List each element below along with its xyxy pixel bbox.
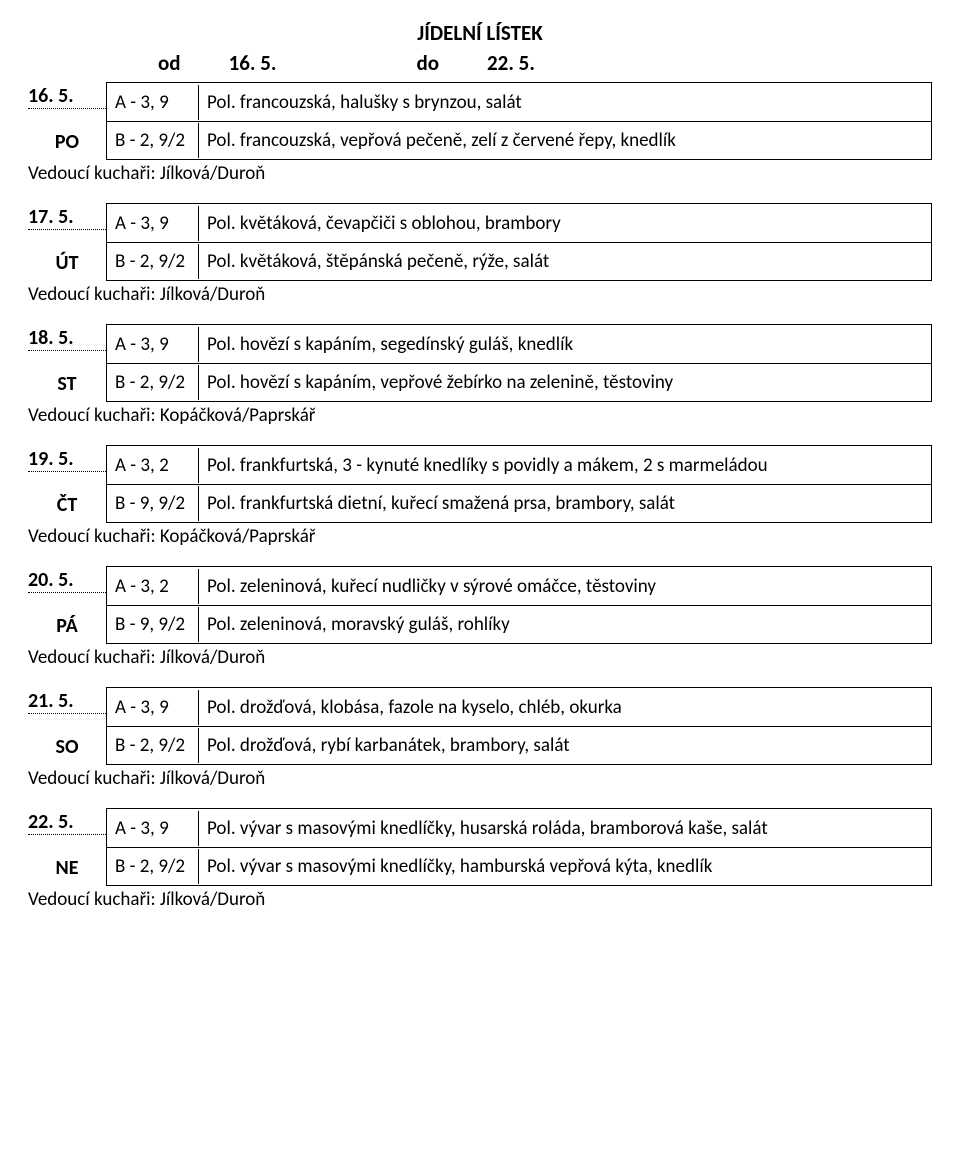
meal-text-a: Pol. hovězí s kapáním, segedínský guláš,… [199, 327, 931, 362]
page-title: JÍDELNÍ LÍSTEK [28, 20, 932, 46]
meal-code-b: B - 9, 9/2 [107, 486, 199, 521]
do-value: 22. 5. [487, 50, 535, 76]
meal-row-a: A - 3, 2 Pol. zeleninová, kuřecí nudličk… [107, 567, 931, 605]
meal-code-b: B - 2, 9/2 [107, 365, 199, 400]
meal-code-a: A - 3, 9 [107, 811, 199, 846]
meal-code-a: A - 3, 9 [107, 327, 199, 362]
meal-code-b: B - 2, 9/2 [107, 123, 199, 158]
day-abbr: NE [28, 856, 106, 880]
day-abbr: ÚT [28, 251, 106, 275]
meal-text-a: Pol. drožďová, klobása, fazole na kyselo… [199, 690, 931, 725]
meal-text-b: Pol. francouzská, vepřová pečeně, zelí z… [199, 123, 931, 158]
meal-row-a: A - 3, 2 Pol. frankfurtská, 3 - kynuté k… [107, 446, 931, 484]
meal-row-b: B - 2, 9/2 Pol. drožďová, rybí karbanáte… [107, 726, 931, 764]
chef-line: Vedoucí kuchaři: Jílková/Duroň [28, 646, 932, 669]
day-date: 21. 5. [28, 689, 106, 714]
day-left: 22. 5. NE [28, 808, 106, 886]
meal-text-b: Pol. hovězí s kapáním, vepřové žebírko n… [199, 365, 931, 400]
meal-text-b: Pol. drožďová, rybí karbanátek, brambory… [199, 728, 931, 763]
meals-box: A - 3, 9 Pol. květáková, čevapčiči s obl… [106, 203, 932, 281]
do-label: do [416, 50, 439, 76]
meal-text-b: Pol. frankfurtská dietní, kuřecí smažená… [199, 486, 931, 521]
day-left: 19. 5. ČT [28, 445, 106, 523]
day-abbr: PÁ [28, 614, 106, 638]
meal-row-b: B - 2, 9/2 Pol. hovězí s kapáním, vepřov… [107, 363, 931, 401]
meal-row-a: A - 3, 9 Pol. francouzská, halušky s bry… [107, 83, 931, 121]
chef-line: Vedoucí kuchaři: Jílková/Duroň [28, 162, 932, 185]
date-range: od 16. 5. do 22. 5. [28, 50, 932, 76]
meals-box: A - 3, 2 Pol. frankfurtská, 3 - kynuté k… [106, 445, 932, 523]
meal-code-b: B - 2, 9/2 [107, 728, 199, 763]
day-block: 21. 5. SO A - 3, 9 Pol. drožďová, klobás… [28, 687, 932, 765]
meal-text-a: Pol. francouzská, halušky s brynzou, sal… [199, 85, 931, 120]
od-value: 16. 5. [229, 50, 277, 76]
day-abbr: PO [28, 130, 106, 154]
meal-row-a: A - 3, 9 Pol. drožďová, klobása, fazole … [107, 688, 931, 726]
day-left: 18. 5. ST [28, 324, 106, 402]
meals-box: A - 3, 9 Pol. drožďová, klobása, fazole … [106, 687, 932, 765]
meal-row-b: B - 9, 9/2 Pol. frankfurtská dietní, kuř… [107, 484, 931, 522]
meal-text-a: Pol. vývar s masovými knedlíčky, husarsk… [199, 811, 931, 846]
day-left: 16. 5. PO [28, 82, 106, 160]
chef-line: Vedoucí kuchaři: Kopáčková/Paprskář [28, 525, 932, 548]
day-block: 17. 5. ÚT A - 3, 9 Pol. květáková, čevap… [28, 203, 932, 281]
meal-code-a: A - 3, 9 [107, 206, 199, 241]
meal-text-a: Pol. zeleninová, kuřecí nudličky v sýrov… [199, 569, 931, 604]
meal-text-a: Pol. frankfurtská, 3 - kynuté knedlíky s… [199, 448, 931, 483]
chef-line: Vedoucí kuchaři: Jílková/Duroň [28, 888, 932, 911]
day-block: 22. 5. NE A - 3, 9 Pol. vývar s masovými… [28, 808, 932, 886]
day-date: 16. 5. [28, 84, 106, 109]
meal-code-b: B - 2, 9/2 [107, 849, 199, 884]
meal-code-b: B - 2, 9/2 [107, 244, 199, 279]
meal-text-a: Pol. květáková, čevapčiči s oblohou, bra… [199, 206, 931, 241]
meal-row-b: B - 9, 9/2 Pol. zeleninová, moravský gul… [107, 605, 931, 643]
meals-box: A - 3, 9 Pol. francouzská, halušky s bry… [106, 82, 932, 160]
od-label: od [158, 50, 181, 76]
day-block: 18. 5. ST A - 3, 9 Pol. hovězí s kapáním… [28, 324, 932, 402]
day-block: 16. 5. PO A - 3, 9 Pol. francouzská, hal… [28, 82, 932, 160]
meal-row-b: B - 2, 9/2 Pol. květáková, štěpánská peč… [107, 242, 931, 280]
meals-box: A - 3, 2 Pol. zeleninová, kuřecí nudličk… [106, 566, 932, 644]
meal-code-a: A - 3, 9 [107, 85, 199, 120]
day-left: 21. 5. SO [28, 687, 106, 765]
meal-text-b: Pol. zeleninová, moravský guláš, rohlíky [199, 607, 931, 642]
meal-row-b: B - 2, 9/2 Pol. francouzská, vepřová peč… [107, 121, 931, 159]
day-left: 20. 5. PÁ [28, 566, 106, 644]
meals-box: A - 3, 9 Pol. vývar s masovými knedlíčky… [106, 808, 932, 886]
day-date: 20. 5. [28, 568, 106, 593]
meal-text-b: Pol. vývar s masovými knedlíčky, hamburs… [199, 849, 931, 884]
day-abbr: ST [28, 372, 106, 396]
meal-row-a: A - 3, 9 Pol. květáková, čevapčiči s obl… [107, 204, 931, 242]
chef-line: Vedoucí kuchaři: Kopáčková/Paprskář [28, 404, 932, 427]
day-abbr: SO [28, 735, 106, 759]
meal-code-b: B - 9, 9/2 [107, 607, 199, 642]
meal-code-a: A - 3, 2 [107, 569, 199, 604]
day-date: 22. 5. [28, 810, 106, 835]
day-date: 18. 5. [28, 326, 106, 351]
meal-code-a: A - 3, 9 [107, 690, 199, 725]
chef-line: Vedoucí kuchaři: Jílková/Duroň [28, 767, 932, 790]
day-block: 19. 5. ČT A - 3, 2 Pol. frankfurtská, 3 … [28, 445, 932, 523]
meal-row-a: A - 3, 9 Pol. hovězí s kapáním, segedíns… [107, 325, 931, 363]
chef-line: Vedoucí kuchaři: Jílková/Duroň [28, 283, 932, 306]
day-date: 17. 5. [28, 205, 106, 230]
day-left: 17. 5. ÚT [28, 203, 106, 281]
day-date: 19. 5. [28, 447, 106, 472]
meal-row-b: B - 2, 9/2 Pol. vývar s masovými knedlíč… [107, 847, 931, 885]
meal-code-a: A - 3, 2 [107, 448, 199, 483]
meals-box: A - 3, 9 Pol. hovězí s kapáním, segedíns… [106, 324, 932, 402]
meal-row-a: A - 3, 9 Pol. vývar s masovými knedlíčky… [107, 809, 931, 847]
day-abbr: ČT [28, 493, 106, 517]
day-block: 20. 5. PÁ A - 3, 2 Pol. zeleninová, kuře… [28, 566, 932, 644]
meal-text-b: Pol. květáková, štěpánská pečeně, rýže, … [199, 244, 931, 279]
